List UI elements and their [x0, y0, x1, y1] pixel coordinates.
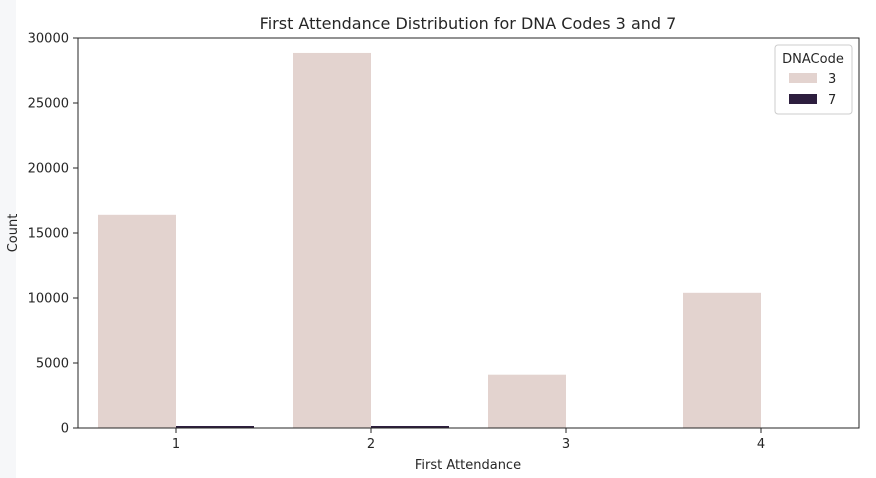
legend-label: 3 [828, 72, 836, 87]
bar-series-3-category-2 [293, 52, 371, 428]
legend-label: 7 [828, 93, 836, 108]
y-tick-label: 0 [61, 422, 69, 437]
x-tick-label: 4 [757, 437, 765, 452]
y-tick-label: 25000 [28, 97, 69, 112]
bar-series-7-category-2 [371, 426, 449, 428]
x-tick-label: 3 [562, 437, 570, 452]
x-tick-label: 1 [172, 437, 180, 452]
bar-series-3-category-1 [98, 214, 176, 428]
y-tick-label: 30000 [28, 32, 69, 47]
y-tick-label: 10000 [28, 292, 69, 307]
legend: DNACode 3 7 [774, 44, 853, 115]
x-tick-label: 2 [367, 437, 375, 452]
x-axis-label: First Attendance [415, 458, 521, 473]
bar-series-7-category-1 [176, 426, 254, 428]
y-axis: 0 5000 10000 15000 20000 25000 30000 [28, 32, 78, 437]
legend-swatch [789, 73, 817, 83]
y-tick-label: 15000 [28, 227, 69, 242]
legend-swatch [789, 94, 817, 104]
x-axis: 1 2 3 4 [172, 428, 765, 452]
y-axis-label: Count [6, 214, 21, 253]
bars-group [98, 52, 761, 428]
bar-series-3-category-3 [488, 374, 566, 428]
legend-title: DNACode [782, 52, 844, 67]
y-tick-label: 20000 [28, 162, 69, 177]
chart-title: First Attendance Distribution for DNA Co… [260, 14, 677, 33]
left-edge-strip [0, 0, 16, 478]
bar-series-3-category-4 [683, 292, 761, 428]
y-tick-label: 5000 [36, 357, 69, 372]
